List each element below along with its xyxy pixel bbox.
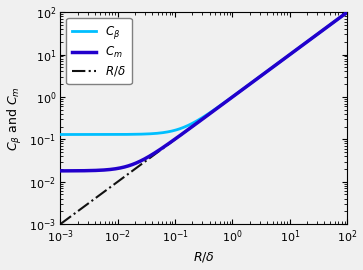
- $C_{m}$: [227, 97, 232, 101]
- Line: $R/\delta$: $R/\delta$: [60, 12, 347, 224]
- Line: $C_{m}$: $C_{m}$: [60, 12, 347, 171]
- Y-axis label: $C_{\beta}$ and $C_{m}$: $C_{\beta}$ and $C_{m}$: [5, 86, 24, 151]
- $C_{m}$: [274, 63, 278, 66]
- Legend: $C_{\beta}$, $C_{m}$, $R/\delta$: $C_{\beta}$, $C_{m}$, $R/\delta$: [66, 18, 132, 84]
- $C_{m}$: [188, 127, 192, 130]
- $C_{\beta}$: [250, 81, 254, 84]
- $C_{\beta}$: [227, 97, 232, 101]
- $R/\delta$: [250, 81, 254, 84]
- $R/\delta$: [132, 168, 136, 171]
- $C_{m}$: [132, 162, 136, 166]
- $R/\delta$: [274, 63, 278, 66]
- $C_{\beta}$: [109, 133, 113, 136]
- $R/\delta$: [58, 222, 62, 226]
- $C_{\beta}$: [345, 11, 350, 14]
- Line: $C_{\beta}$: $C_{\beta}$: [60, 12, 347, 134]
- $C_{\beta}$: [188, 123, 192, 126]
- $C_{\beta}$: [274, 63, 278, 66]
- $C_{m}$: [109, 168, 113, 171]
- $C_{\beta}$: [132, 133, 136, 136]
- $R/\delta$: [109, 185, 113, 188]
- $R/\delta$: [227, 97, 232, 101]
- X-axis label: $R/\delta$: $R/\delta$: [193, 251, 215, 264]
- $R/\delta$: [345, 11, 350, 14]
- $C_{m}$: [250, 81, 254, 84]
- $C_{m}$: [58, 169, 62, 173]
- $C_{m}$: [345, 11, 350, 14]
- $C_{\beta}$: [58, 133, 62, 136]
- $R/\delta$: [188, 127, 192, 130]
